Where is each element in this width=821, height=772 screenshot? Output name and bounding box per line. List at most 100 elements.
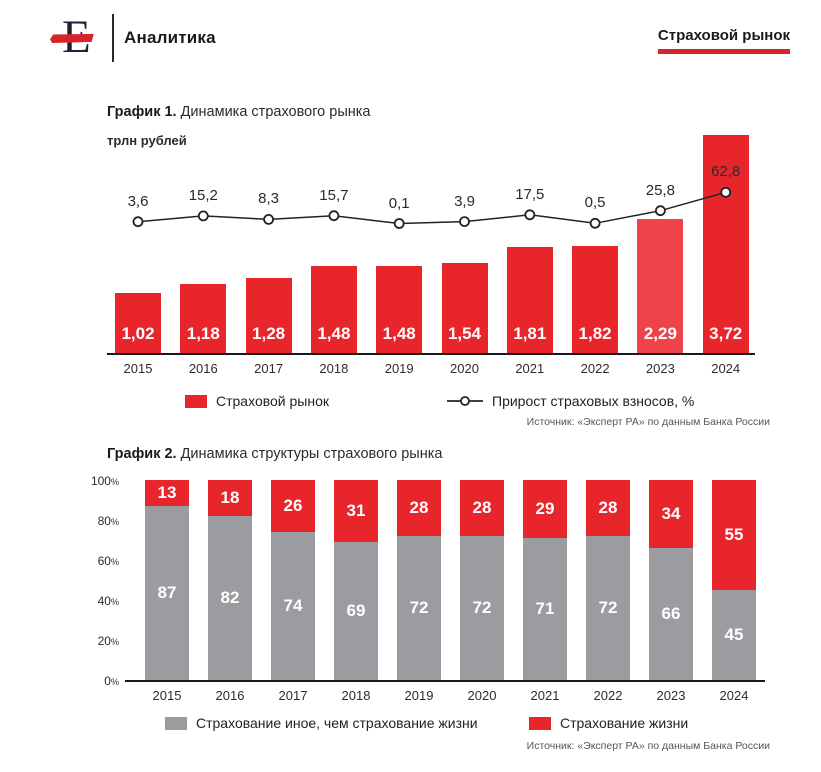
chart1-bar-2021: 1,81 [506, 246, 553, 353]
chart2-xlabel-2023: 2023 [656, 688, 686, 703]
chart1-line-label-2024: 62,8 [711, 163, 741, 181]
chart1-title-text: Динамика страхового рынка [176, 104, 371, 120]
chart2-life-segment-2015: 13 [145, 480, 189, 506]
chart1-bar-value: 1,28 [252, 324, 286, 343]
chart1-bar-2016: 1,18 [180, 283, 227, 353]
chart2-title-label: График 2. [107, 446, 177, 462]
chart1-line-marker-2018 [328, 210, 340, 222]
section-badge: Страховой рынок [657, 27, 790, 54]
chart1-bar-value: 1,54 [447, 324, 482, 343]
chart2-ytick-100: 100% [90, 474, 119, 488]
chart2-xlabel-2020: 2020 [467, 688, 497, 703]
line-marker-icon [447, 396, 483, 406]
chart2-nonlife-value: 72 [598, 598, 618, 617]
chart1-bar-value: 2,29 [643, 324, 677, 343]
chart1-bar-value: 1,48 [382, 324, 416, 343]
chart2-xlabel-2019: 2019 [404, 688, 434, 703]
chart2-xlabel-2016: 2016 [215, 688, 245, 703]
chart1-bar-2017: 1,28 [245, 278, 292, 353]
chart1-line-marker-2022 [589, 217, 601, 229]
chart2-life-value: 26 [283, 496, 303, 515]
chart2-nonlife-segment-2017: 74 [271, 532, 315, 680]
chart2-life-value: 18 [220, 488, 240, 507]
chart2-xlabel-2018: 2018 [341, 688, 371, 703]
chart2-nonlife-segment-2022: 72 [586, 536, 630, 680]
chart2-life-value: 28 [598, 498, 618, 517]
chart2-life-segment-2018: 31 [334, 480, 378, 542]
page-title: Аналитика [124, 28, 216, 47]
chart1-bar-value: 1,02 [121, 324, 155, 343]
chart1-xlabel-2020: 2020 [450, 361, 479, 376]
chart1-line-label-2018: 15,7 [319, 186, 349, 204]
chart1-bar-value: 1,82 [578, 324, 612, 343]
chart2-life-segment-2017: 26 [271, 480, 315, 532]
section-badge-underline [657, 49, 790, 54]
chart1-line-marker-2023 [655, 205, 666, 217]
chart2-ytick-60: 60% [97, 554, 119, 568]
chart1-bar-value: 1,81 [513, 324, 547, 343]
chart2-life-value: 34 [661, 504, 681, 523]
chart2-legend-gray-label: Страхование иное, чем страхование жизни [196, 715, 478, 731]
chart2-ytick-20: 20% [97, 634, 119, 648]
chart1-xlabel-2022: 2022 [580, 361, 610, 376]
chart2-life-segment-2023: 34 [649, 480, 693, 548]
chart2-life-value: 29 [535, 499, 555, 518]
chart1-xlabel-2017: 2017 [254, 361, 284, 376]
section-badge-label: Страховой рынок [657, 27, 790, 44]
chart2-nonlife-segment-2020: 72 [460, 536, 504, 680]
chart1-legend-bar-label: Страховой рынок [216, 393, 329, 409]
chart2-title: График 2. Динамика структуры страхового … [107, 446, 442, 462]
chart2-source: Источник: «Эксперт РА» по данным Банка Р… [526, 740, 770, 752]
chart2-life-segment-2020: 28 [460, 480, 504, 536]
chart2-legend-red: Страхование жизни [529, 715, 688, 731]
chart2-title-text: Динамика структуры страхового рынка [176, 446, 443, 462]
chart1-line-marker-2019 [393, 218, 405, 229]
chart2-nonlife-segment-2024: 45 [712, 590, 756, 680]
chart1-xlabel-2019: 2019 [384, 361, 414, 376]
chart2-xlabel-2022: 2022 [593, 688, 623, 703]
chart1-line-marker-2024 [720, 186, 732, 198]
chart2-life-value: 31 [346, 501, 366, 520]
chart1-line-label-2020: 3,9 [454, 192, 475, 210]
chart2-nonlife-segment-2019: 72 [397, 536, 441, 680]
chart1-line-label-2016: 15,2 [188, 186, 218, 204]
chart1-xlabel-2021: 2021 [515, 361, 545, 376]
chart1-bar-2022: 1,82 [572, 246, 619, 353]
chart2-legend-red-label: Страхование жизни [560, 715, 689, 731]
chart2-xlabel-2024: 2024 [719, 688, 749, 703]
chart2-nonlife-segment-2021: 71 [523, 538, 567, 680]
chart2-nonlife-segment-2018: 69 [334, 542, 378, 680]
chart1-bar-2015: 1,02 [115, 293, 161, 353]
chart1-line-label-2019: 0,1 [388, 194, 410, 212]
chart2-ytick-80: 80% [97, 514, 119, 528]
chart1-line-label-2023: 25,8 [645, 181, 675, 199]
chart1-line-label-2017: 8,3 [258, 190, 280, 208]
chart2-life-segment-2016: 18 [208, 480, 252, 516]
chart2-life-segment-2019: 28 [397, 480, 441, 536]
non-life-series-swatch-icon [165, 716, 187, 730]
chart2-nonlife-segment-2023: 66 [649, 548, 693, 680]
chart1-bar-value: 1,48 [317, 324, 351, 343]
chart1-line-marker-2021 [524, 209, 536, 221]
chart1-xlabel-2015: 2015 [123, 361, 153, 376]
chart1-line-label-2015: 3,6 [127, 192, 149, 210]
chart2-life-value: 28 [472, 498, 492, 517]
chart1-xlabel-2016: 2016 [188, 361, 218, 376]
chart2-nonlife-value: 71 [535, 599, 555, 618]
chart2-xlabel-2017: 2017 [278, 688, 308, 703]
chart1-source: Источник: «Эксперт РА» по данным Банка Р… [526, 416, 770, 428]
chart1-line-marker-2020 [459, 216, 470, 227]
chart1-bar-2024: 3,72 [702, 135, 749, 353]
chart2-nonlife-segment-2016: 82 [208, 516, 252, 680]
chart1-legend-line: Прирост страховых взносов, % [447, 393, 694, 409]
chart2-nonlife-value: 72 [472, 598, 492, 617]
chart2-life-segment-2021: 29 [523, 480, 567, 538]
chart1-xlabel-2024: 2024 [711, 361, 741, 376]
chart1-bar-2019: 1,48 [376, 266, 423, 353]
chart2-nonlife-value: 87 [157, 583, 177, 602]
chart1-bar-value: 1,18 [186, 324, 220, 343]
chart2-life-value: 13 [157, 483, 177, 502]
life-series-swatch-icon [529, 716, 551, 730]
chart1-line-marker-2015 [132, 216, 144, 228]
